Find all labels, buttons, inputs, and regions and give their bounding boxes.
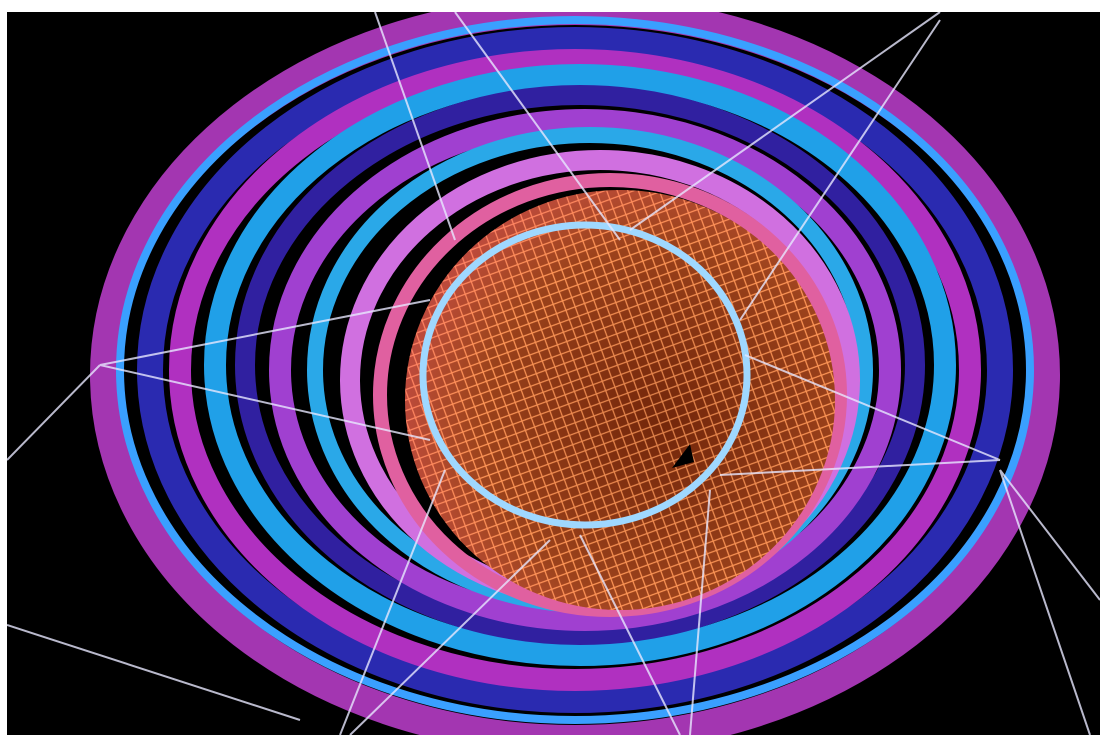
line [7, 624, 301, 721]
line [689, 489, 711, 735]
line [999, 469, 1091, 735]
line [999, 469, 1100, 601]
line [739, 19, 941, 321]
line [629, 12, 941, 231]
ring [235, 85, 925, 645]
ring [90, 12, 1060, 735]
line [744, 354, 1001, 461]
tension-lines [7, 12, 1100, 735]
line [7, 364, 101, 461]
line [579, 534, 681, 735]
inner-ring [419, 221, 751, 529]
ring [137, 27, 1013, 713]
line [454, 12, 621, 241]
line [719, 459, 1001, 476]
line [349, 539, 551, 735]
mesh-glow [405, 190, 835, 610]
ring [269, 109, 901, 631]
ring [204, 64, 956, 666]
line [374, 12, 456, 241]
ring [169, 49, 981, 691]
line [339, 469, 446, 735]
photo-content [7, 12, 1100, 735]
center-hole [672, 444, 694, 468]
line [99, 364, 431, 441]
line [99, 299, 431, 366]
